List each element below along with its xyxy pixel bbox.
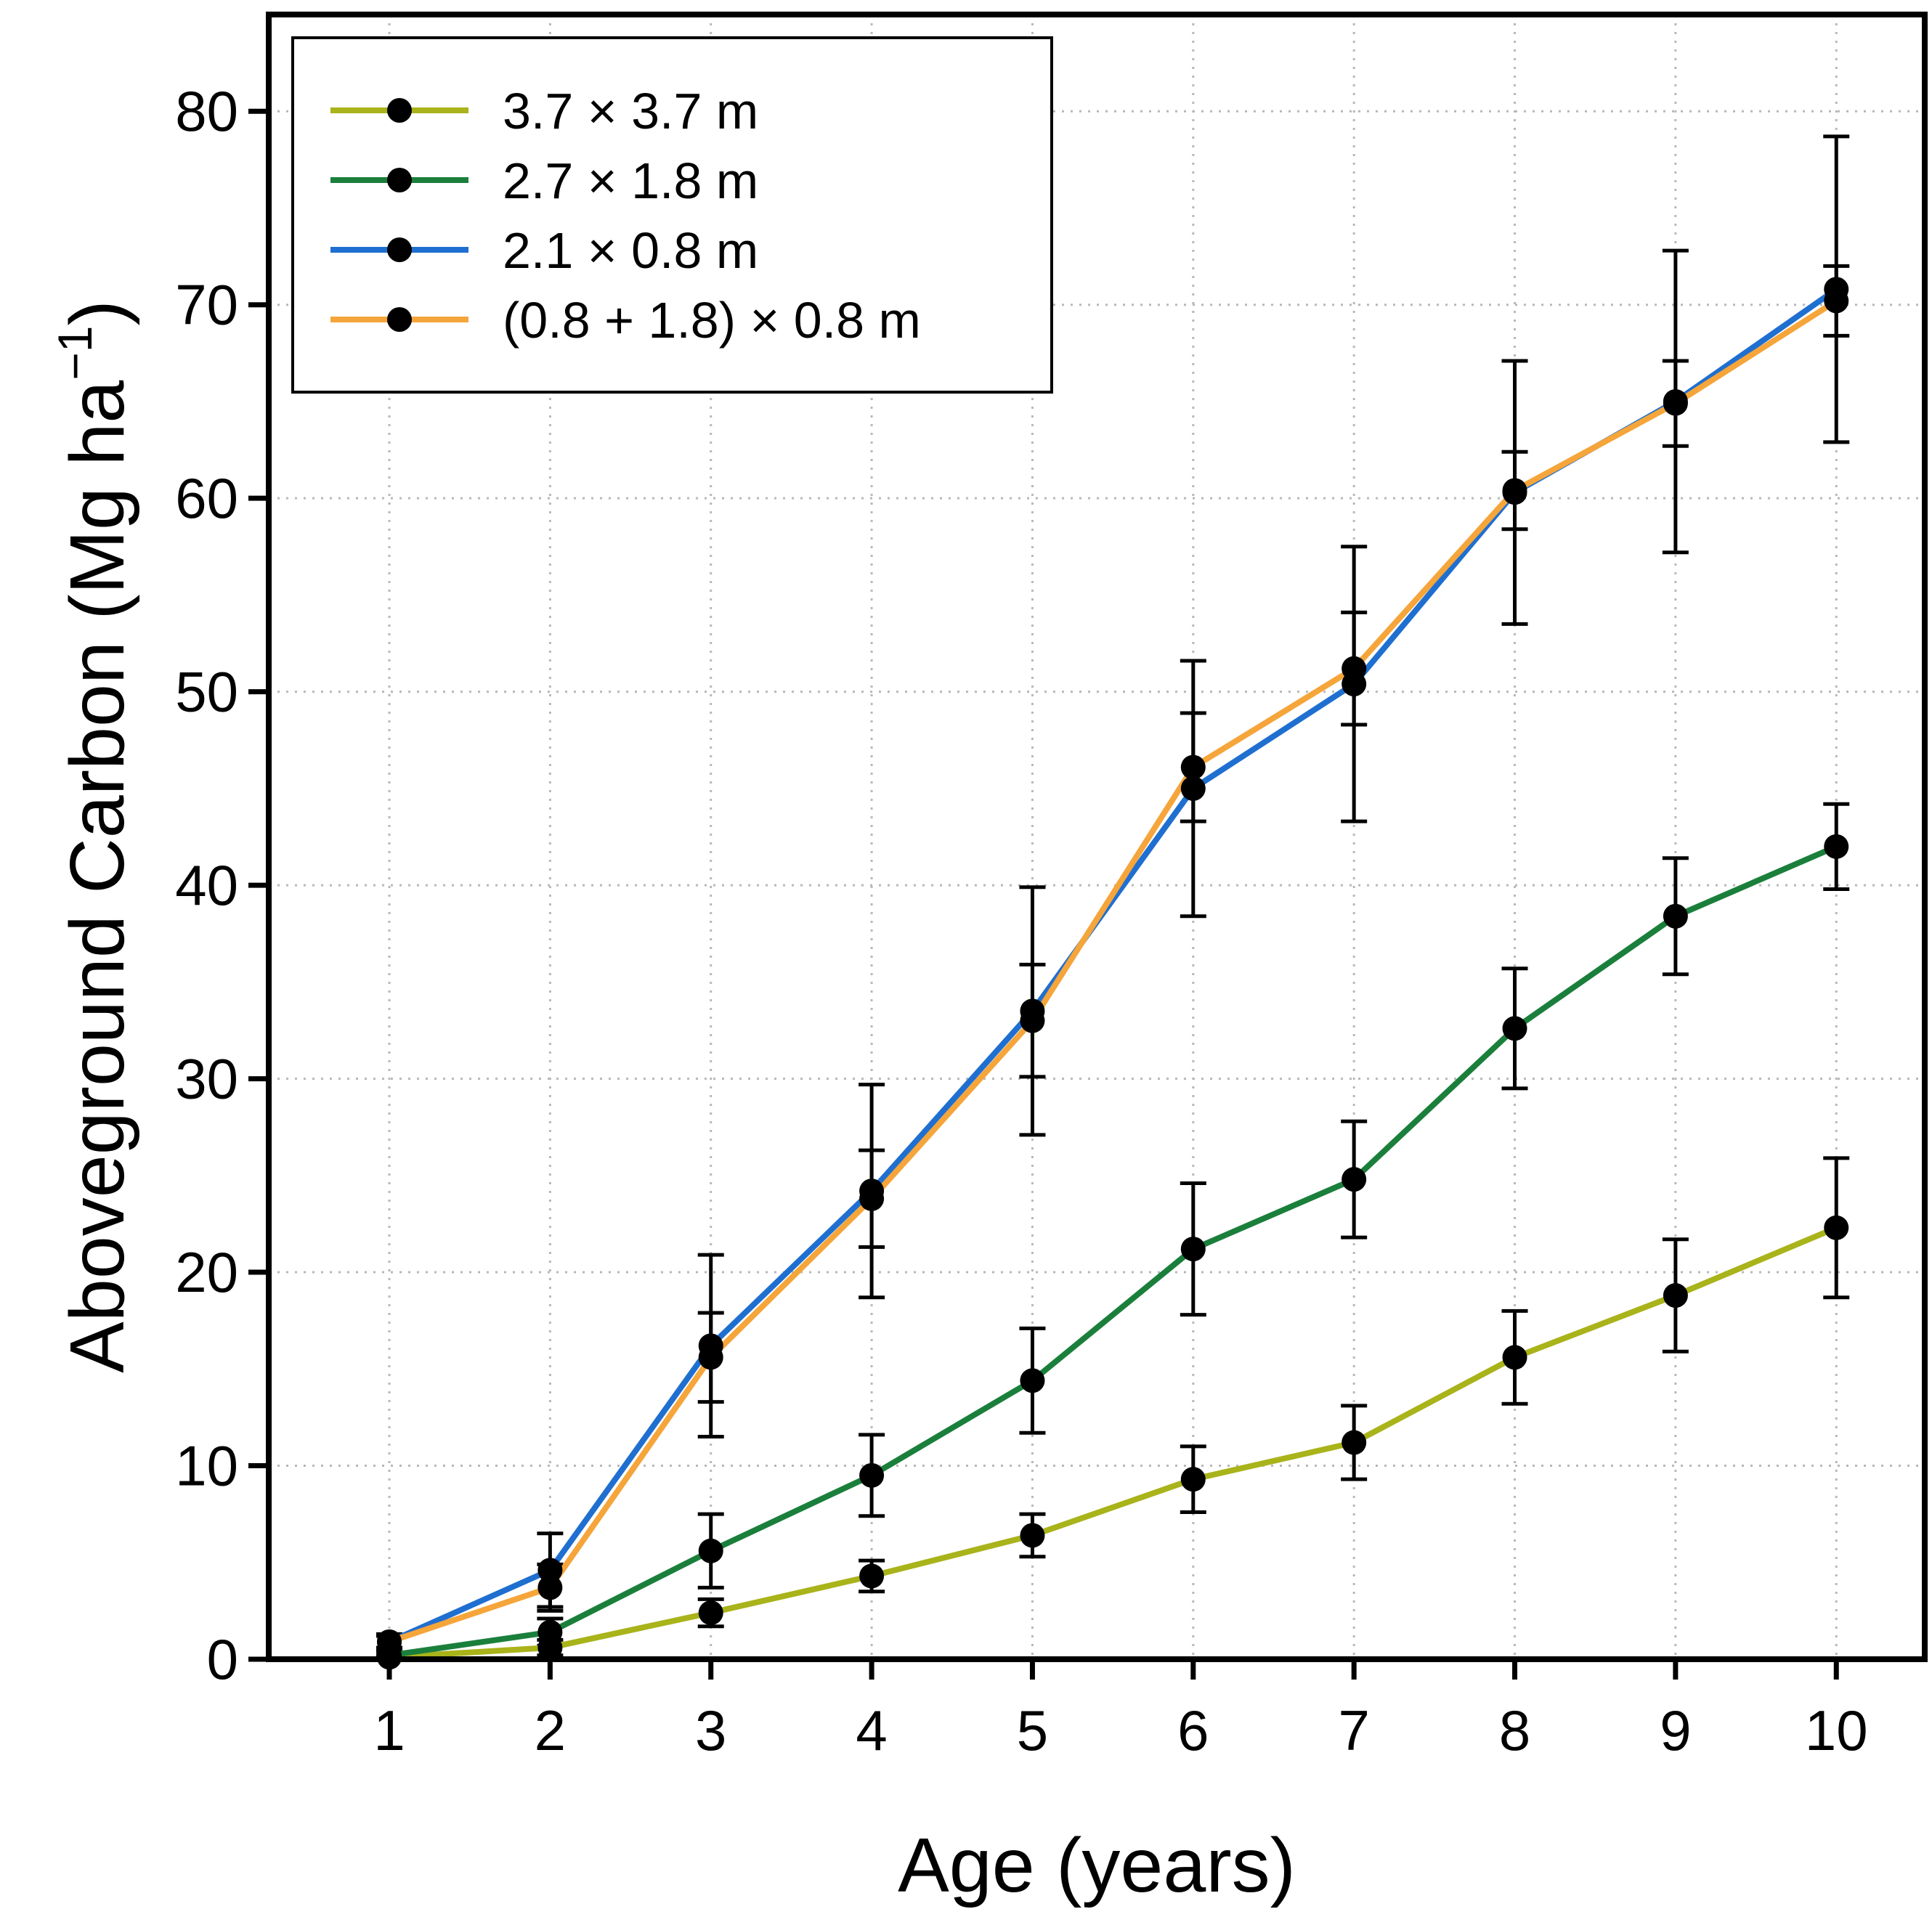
legend: 3.7 × 3.7 m 2.7 × 1.8 m 2.1 × 0.8 m (0.8 + … (291, 36, 1053, 394)
data-point (1502, 1345, 1527, 1370)
data-point (1342, 1167, 1367, 1192)
data-point (698, 1345, 723, 1370)
data-point (1824, 1215, 1849, 1240)
error-bars (376, 1156, 1850, 1661)
legend-label: 2.7 × 1.8 m (503, 152, 758, 209)
data-point (698, 1538, 723, 1563)
legend-marker (387, 307, 412, 332)
y-tick-label: 30 (175, 1047, 238, 1111)
x-tick-label: 5 (1017, 1698, 1048, 1762)
gridlines (269, 15, 1925, 1659)
data-point (698, 1600, 723, 1626)
y-tick-label: 50 (175, 660, 238, 724)
legend-marker (387, 168, 412, 192)
axes: 0 10 20 30 40 50 60 70 80 1 2 3 4 5 6 7 8 9 10 (175, 79, 1867, 1762)
y-axis-title-superscript: −1 (48, 325, 102, 380)
data-point (1020, 1008, 1045, 1033)
data-point (1663, 391, 1688, 416)
y-axis-title: Aboveground Carbon (Mg ha−1) (48, 300, 140, 1373)
data-point (859, 1563, 885, 1589)
series-line (389, 844, 1838, 1658)
legend-marker (387, 237, 412, 262)
y-tick-label: 40 (175, 853, 238, 917)
series-line (388, 287, 1838, 1645)
series-markers (377, 288, 1849, 1655)
data-point (859, 1186, 885, 1211)
legend-label: (0.8 + 1.8) × 0.8 m (503, 292, 921, 349)
error-bars (376, 802, 1850, 1661)
x-tick-label: 4 (856, 1698, 887, 1762)
legend-marker (387, 98, 412, 123)
legend-label: 2.1 × 0.8 m (503, 222, 758, 279)
data-point (1180, 1467, 1206, 1492)
data-point (1020, 1523, 1045, 1548)
data-point (859, 1462, 885, 1488)
y-tick-label: 20 (175, 1240, 238, 1304)
series-markers (377, 277, 1849, 1655)
x-tick-label: 3 (695, 1698, 726, 1762)
y-axis-title-close: ) (54, 300, 140, 325)
series-markers (377, 834, 1849, 1668)
x-axis-title: Age (years) (898, 1823, 1296, 1908)
data-point (1342, 656, 1367, 681)
data-point (1824, 288, 1849, 314)
x-tick-label: 9 (1660, 1698, 1691, 1762)
y-tick-label: 60 (175, 466, 238, 530)
y-tick-label: 70 (175, 273, 238, 337)
data-point (1663, 1283, 1688, 1308)
data-point (537, 1619, 563, 1645)
series-line (389, 1225, 1838, 1661)
y-tick-label: 0 (207, 1627, 238, 1691)
data-point (1020, 1368, 1045, 1393)
x-tick-label: 8 (1499, 1698, 1530, 1762)
data-point (1180, 1237, 1206, 1262)
plot-frame (266, 12, 1928, 1662)
legend-box (291, 36, 1053, 394)
data-point (1502, 478, 1527, 503)
x-tick-label: 6 (1177, 1698, 1209, 1762)
data-point (537, 1558, 563, 1583)
data-point (1180, 754, 1206, 780)
data-point (1502, 1016, 1527, 1041)
x-tick-label: 2 (535, 1698, 566, 1762)
series-markers (377, 1215, 1849, 1670)
x-tick-label: 7 (1338, 1698, 1369, 1762)
series-line (388, 298, 1838, 1645)
data-point (1663, 903, 1688, 929)
y-tick-label: 10 (175, 1434, 238, 1498)
data-point (377, 1629, 402, 1655)
data-point (1342, 1430, 1367, 1455)
data-point (1180, 776, 1206, 801)
x-tick-label: 10 (1805, 1698, 1868, 1762)
y-tick-label: 80 (175, 79, 238, 143)
x-tick-label: 1 (373, 1698, 405, 1762)
error-bars (376, 264, 1850, 1650)
data-series (376, 134, 1850, 1670)
data-point (1824, 834, 1849, 859)
y-axis-title-main: Aboveground Carbon (Mg ha (54, 380, 140, 1373)
legend-label: 3.7 × 3.7 m (503, 83, 758, 139)
data-point (537, 1575, 563, 1600)
